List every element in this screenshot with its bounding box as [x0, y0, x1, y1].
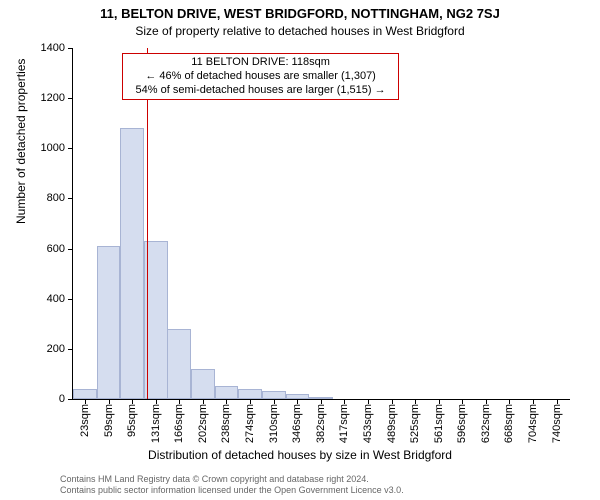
- y-tick-label: 1000: [25, 142, 65, 154]
- y-tick-label: 1200: [25, 92, 65, 104]
- y-tick: [68, 98, 73, 99]
- annotation-box: 11 BELTON DRIVE: 118sqm← 46% of detached…: [122, 53, 398, 100]
- x-tick-label: 131sqm: [150, 404, 162, 443]
- annotation-line: ← 46% of detached houses are smaller (1,…: [129, 70, 391, 84]
- footer-line: Contains public sector information licen…: [60, 485, 404, 496]
- property-marker-line: [147, 48, 148, 399]
- x-tick-label: 596sqm: [456, 404, 468, 443]
- y-tick: [68, 349, 73, 350]
- chart-title: 11, BELTON DRIVE, WEST BRIDGFORD, NOTTIN…: [0, 6, 600, 21]
- chart-subtitle: Size of property relative to detached ho…: [0, 24, 600, 38]
- y-tick-label: 200: [25, 343, 65, 355]
- x-tick-label: 310sqm: [268, 404, 280, 443]
- x-tick-label: 704sqm: [527, 404, 539, 443]
- x-tick-label: 561sqm: [433, 404, 445, 443]
- x-tick-label: 740sqm: [551, 404, 563, 443]
- annotation-line: 11 BELTON DRIVE: 118sqm: [129, 56, 391, 70]
- y-tick-label: 0: [25, 393, 65, 405]
- x-tick-label: 668sqm: [503, 404, 515, 443]
- y-tick: [68, 299, 73, 300]
- x-tick-label: 202sqm: [197, 404, 209, 443]
- x-tick-label: 59sqm: [103, 404, 115, 437]
- histogram-bar: [191, 369, 215, 399]
- x-tick-label: 238sqm: [220, 404, 232, 443]
- histogram-bar: [215, 386, 239, 399]
- x-tick-label: 23sqm: [79, 404, 91, 437]
- x-tick-label: 274sqm: [244, 404, 256, 443]
- histogram-bar: [309, 397, 333, 400]
- x-tick-label: 489sqm: [386, 404, 398, 443]
- histogram-bar: [97, 246, 121, 399]
- y-tick-label: 600: [25, 243, 65, 255]
- histogram-bar: [167, 329, 191, 399]
- annotation-line: 54% of semi-detached houses are larger (…: [129, 84, 391, 98]
- y-tick-label: 1400: [25, 42, 65, 54]
- x-tick-label: 346sqm: [291, 404, 303, 443]
- y-tick: [68, 399, 73, 400]
- chart-page: { "title_main": "11, BELTON DRIVE, WEST …: [0, 0, 600, 500]
- x-tick-label: 417sqm: [338, 404, 350, 443]
- footer-attribution: Contains HM Land Registry data © Crown c…: [60, 474, 404, 496]
- x-tick-label: 453sqm: [362, 404, 374, 443]
- plot-area: 020040060080010001200140023sqm59sqm95sqm…: [72, 48, 570, 400]
- histogram-bar: [262, 391, 286, 399]
- histogram-bar: [286, 394, 310, 399]
- histogram-bar: [120, 128, 144, 399]
- x-tick-label: 166sqm: [173, 404, 185, 443]
- y-tick: [68, 198, 73, 199]
- y-tick-label: 800: [25, 192, 65, 204]
- y-tick-label: 400: [25, 293, 65, 305]
- footer-line: Contains HM Land Registry data © Crown c…: [60, 474, 404, 485]
- x-axis-title: Distribution of detached houses by size …: [0, 448, 600, 462]
- y-tick: [68, 249, 73, 250]
- x-tick-label: 95sqm: [126, 404, 138, 437]
- histogram-bar: [238, 389, 262, 399]
- x-tick-label: 382sqm: [315, 404, 327, 443]
- y-tick: [68, 148, 73, 149]
- x-tick-label: 632sqm: [480, 404, 492, 443]
- y-tick: [68, 48, 73, 49]
- x-tick-label: 525sqm: [409, 404, 421, 443]
- histogram-bar: [73, 389, 97, 399]
